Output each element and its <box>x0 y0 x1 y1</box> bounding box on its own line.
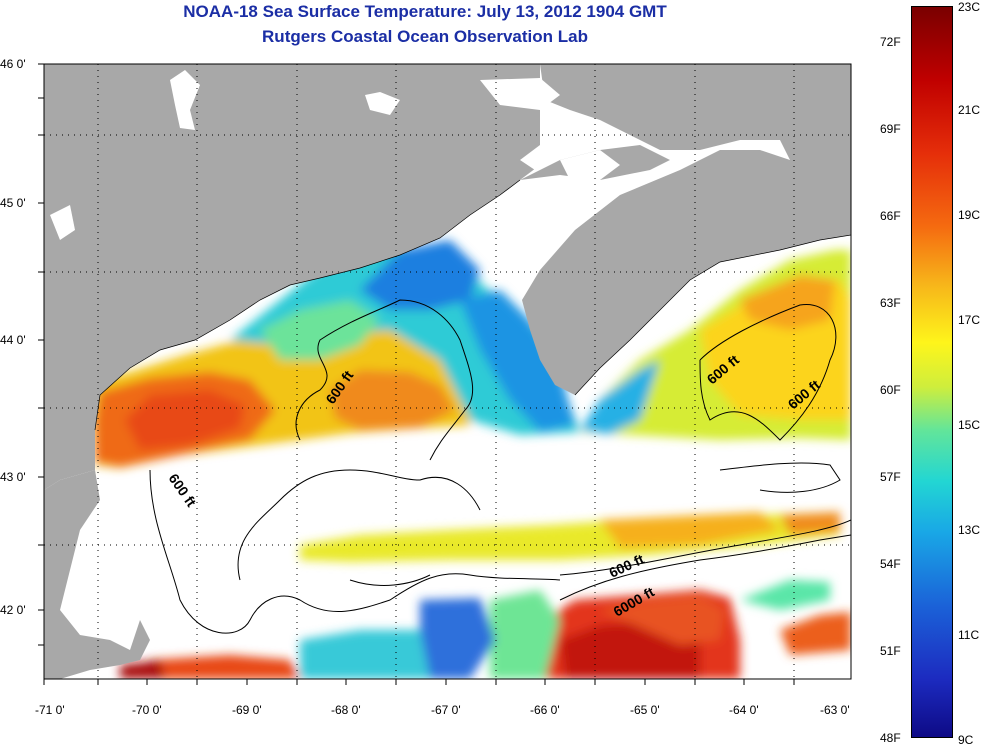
colorbar-fahrenheit-label: 54F <box>880 557 901 571</box>
colorbar-celsius-label: 17C <box>958 313 981 327</box>
lat-tick-label: 46 0' <box>0 57 26 71</box>
colorbar-celsius-label: 15C <box>958 418 981 432</box>
lat-tick-label: 42 0' <box>0 603 26 617</box>
lat-tick-label: 43 0' <box>0 470 26 484</box>
lon-tick-label: -68 0' <box>331 703 361 717</box>
lon-tick-label: -67 0' <box>431 703 461 717</box>
colorbar-fahrenheit-label: 48F <box>880 731 901 745</box>
colorbar-fahrenheit-label: 51F <box>880 644 901 658</box>
colorbar-celsius-label: 21C <box>958 103 981 117</box>
map-frame <box>43 63 852 680</box>
sst-field <box>92 240 851 679</box>
map-title: NOAA-18 Sea Surface Temperature: July 13… <box>183 2 667 21</box>
lon-tick-label: -69 0' <box>232 703 262 717</box>
colorbar-fahrenheit-label: 72F <box>880 35 901 49</box>
colorbar-fahrenheit-label: 69F <box>880 122 901 136</box>
colorbar-celsius-label: 19C <box>958 208 981 222</box>
lon-tick-label: -63 0' <box>820 703 850 717</box>
lon-tick-label: -65 0' <box>630 703 660 717</box>
colorbar-fahrenheit-label: 66F <box>880 209 901 223</box>
colorbar-celsius-label: 9C <box>958 733 974 747</box>
colorbar-fahrenheit-label: 57F <box>880 470 901 484</box>
colorbar-fahrenheit-label: 63F <box>880 296 901 310</box>
depth-contours <box>149 299 851 634</box>
grid-lines <box>44 64 851 679</box>
cloud-over-land <box>50 70 620 240</box>
lat-tick-label: 45 0' <box>0 196 26 210</box>
coastline <box>94 179 851 431</box>
colorbar-celsius-label: 11C <box>958 628 980 642</box>
lon-tick-label: -70 0' <box>132 703 162 717</box>
map-subtitle: Rutgers Coastal Ocean Observation Lab <box>262 27 588 46</box>
colorbar-celsius-label: 23C <box>958 0 981 14</box>
lat-tick-label: 44 0' <box>0 333 26 347</box>
colorbar-celsius-label: 13C <box>958 523 981 537</box>
tick-marks <box>38 63 795 685</box>
temperature-colorbar <box>911 6 953 738</box>
lon-tick-label: -66 0' <box>530 703 560 717</box>
lon-tick-label: -71 0' <box>35 703 65 717</box>
colorbar-fahrenheit-label: 60F <box>880 383 901 397</box>
lon-tick-label: -64 0' <box>729 703 759 717</box>
